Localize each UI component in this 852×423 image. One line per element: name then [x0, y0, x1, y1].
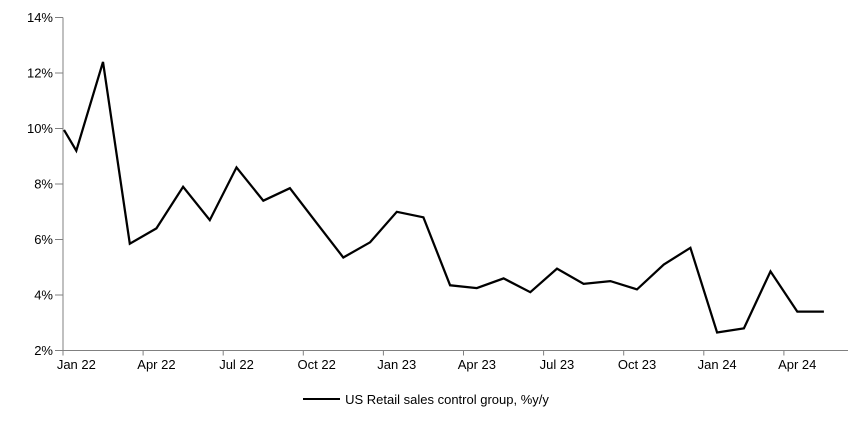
y-tick-label: 6%: [34, 232, 53, 247]
y-tick-label: 14%: [27, 10, 53, 25]
y-tick-label: 12%: [27, 66, 53, 81]
x-tick-label: Jul 22: [219, 357, 254, 372]
y-tick-label: 8%: [34, 177, 53, 192]
series-line-us-retail-control-group: [63, 61, 824, 334]
x-tick-label: Oct 23: [618, 357, 656, 372]
x-tick-label: Apr 23: [458, 357, 496, 372]
x-tick-label: Oct 22: [298, 357, 336, 372]
x-tick-label: Apr 24: [778, 357, 816, 372]
x-tick-label: Jan 24: [698, 357, 737, 372]
y-tick-label: 2%: [34, 343, 53, 358]
y-tick-label: 4%: [34, 288, 53, 303]
legend-line-sample-icon: [303, 398, 341, 400]
y-tick-label: 10%: [27, 121, 53, 136]
x-tick-label: Jan 22: [57, 357, 96, 372]
legend: US Retail sales control group, %y/y: [0, 390, 852, 408]
x-tick-label: Jan 23: [377, 357, 416, 372]
x-tick-label: Apr 22: [137, 357, 175, 372]
x-tick-label: Jul 23: [540, 357, 575, 372]
legend-label: US Retail sales control group, %y/y: [345, 391, 549, 407]
